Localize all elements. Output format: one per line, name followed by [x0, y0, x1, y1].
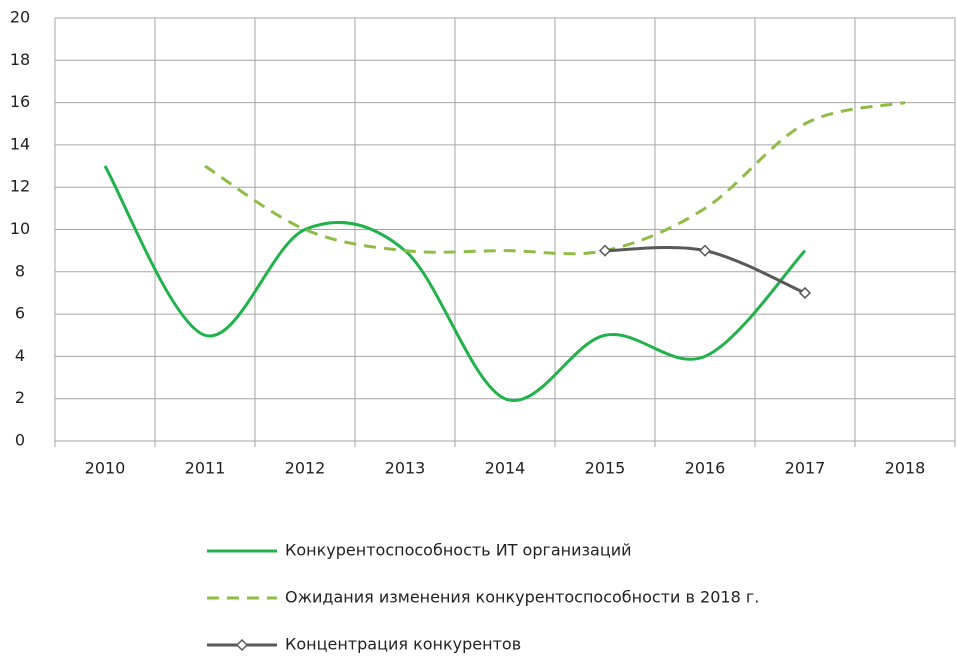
point-marker — [598, 244, 612, 257]
x-tick-label: 2018 — [885, 459, 926, 478]
y-tick-label: 2 — [15, 388, 25, 407]
y-tick-label: 20 — [10, 8, 30, 27]
x-tick-label: 2010 — [85, 459, 126, 478]
y-tick-label: 6 — [15, 304, 25, 323]
x-tick-label: 2014 — [485, 459, 526, 478]
x-tick-label: 2012 — [285, 459, 326, 478]
series-line — [103, 165, 807, 403]
x-tick-label: 2016 — [685, 459, 726, 478]
x-tick-label: 2015 — [585, 459, 626, 478]
y-tick-label: 18 — [10, 50, 30, 69]
y-tick-label: 0 — [15, 431, 25, 450]
point-marker — [798, 286, 812, 300]
y-tick-label: 4 — [15, 346, 25, 365]
legend-label: Конкурентоспособность ИТ организаций — [285, 541, 632, 560]
y-tick-label: 14 — [10, 134, 30, 153]
y-tick-label: 10 — [10, 219, 30, 238]
legend-label: Концентрация конкурентов — [285, 635, 521, 654]
y-tick-label: 16 — [10, 92, 30, 111]
x-tick-label: 2013 — [385, 459, 426, 478]
x-tick-label: 2017 — [785, 459, 826, 478]
legend-marker — [235, 638, 249, 652]
point-marker — [698, 244, 712, 257]
x-tick-label: 2011 — [185, 459, 226, 478]
series-line — [204, 101, 906, 256]
y-tick-label: 8 — [15, 261, 25, 280]
y-tick-label: 12 — [10, 177, 30, 196]
legend-label: Ожидания изменения конкурентоспособности… — [285, 588, 759, 607]
